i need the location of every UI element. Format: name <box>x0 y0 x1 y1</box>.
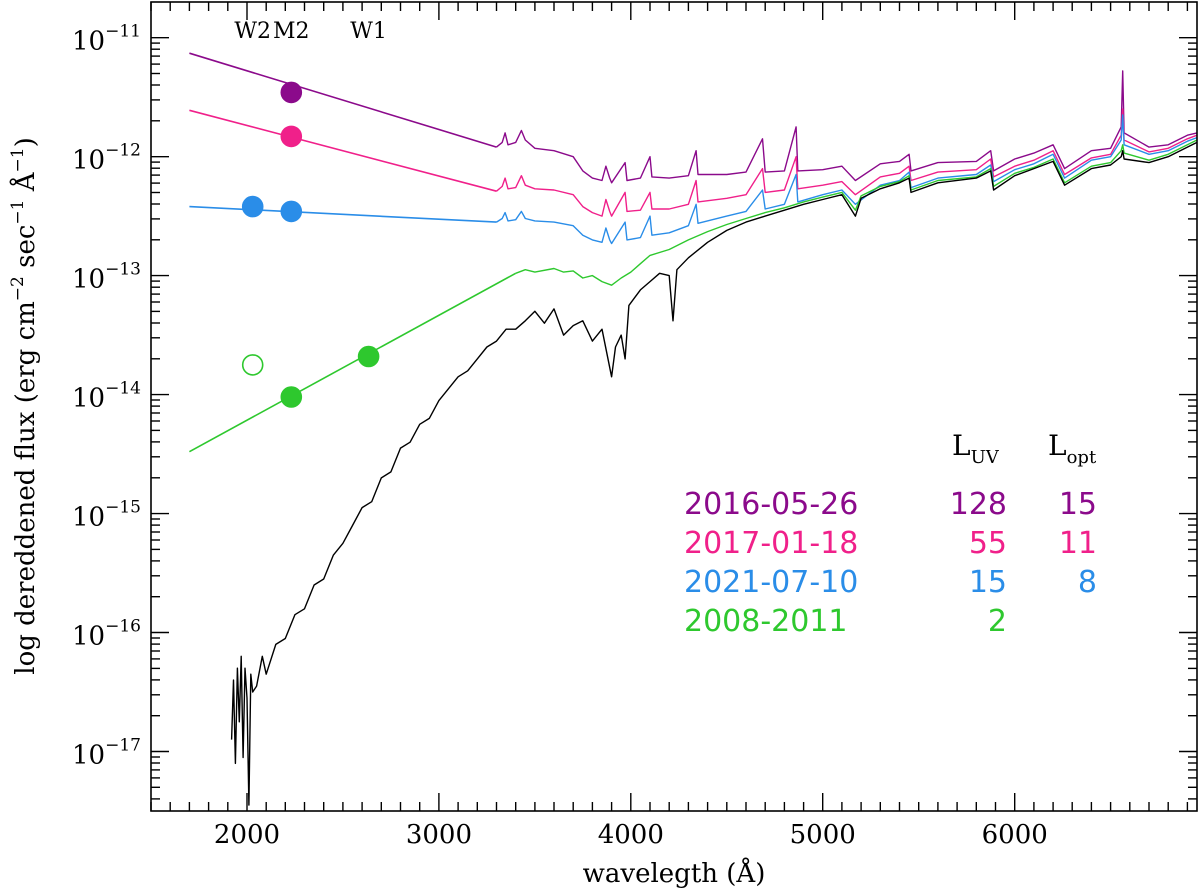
legend-row-2016-luv: 128 <box>950 487 1007 522</box>
y-tick-label-0: 10−11 <box>72 22 141 57</box>
spectrum-line-quiescent <box>230 141 1198 806</box>
legend-row-2017-luv: 55 <box>969 526 1007 561</box>
x-tick-label-2000: 2000 <box>214 820 280 850</box>
marker-layer <box>241 81 380 408</box>
y-axis-title-sec: sec <box>11 225 41 277</box>
legend-row-2021-luv: 15 <box>969 565 1007 600</box>
spectrum-line-2008-2011 <box>515 139 1198 286</box>
spectrum-line-2016-05-26 <box>496 70 1198 184</box>
spectrum-line-2021-07-10 <box>496 114 1198 245</box>
y-axis-title-ang: Å <box>9 171 41 199</box>
y-tick-label-3: 10−14 <box>72 379 141 414</box>
label-layer: 2000 3000 4000 5000 6000 10−11 10−12 10−13 10−14… <box>72 19 1048 850</box>
uv-fit-line-2021-07-10 <box>189 205 497 223</box>
filter-label-w1: W1 <box>350 19 387 44</box>
legend-header-luv: LUV <box>952 429 1000 468</box>
y-axis-title-main: log dereddened flux (erg cm <box>11 301 41 675</box>
filter-label-w2: W2 <box>234 19 271 44</box>
photometry-point-2008-2011-1 <box>280 386 303 408</box>
plot-frame <box>150 1 1198 812</box>
photometry-point-2008-2011-0 <box>241 354 264 376</box>
y-axis-title: log dereddened flux (erg cm−2 sec−1 Å−1) <box>8 137 41 675</box>
y-tick-label-1: 10−12 <box>72 141 141 176</box>
legend-row-2021-label: 2021-07-10 <box>684 565 858 600</box>
uv-fit-line-2017-01-18 <box>189 109 497 192</box>
y-tick-label-4: 10−15 <box>72 498 141 533</box>
photometry-point-2021-07-10-0 <box>241 195 264 218</box>
legend-row-2016-label: 2016-05-26 <box>684 487 858 522</box>
x-tick-label-3000: 3000 <box>406 820 472 850</box>
photometry-point-2017-01-18-0 <box>280 125 303 148</box>
x-axis-title: wavelegth (Å) <box>583 857 766 889</box>
photometry-point-2008-2011-2 <box>357 345 380 368</box>
photometry-point-2021-07-10-1 <box>280 200 303 223</box>
spectrum-line-2017-01-18 <box>496 108 1198 217</box>
legend: LUV Lopt 2016-05-26 128 15 2017-01-18 55… <box>684 429 1097 639</box>
legend-row-2021-lopt: 8 <box>1078 565 1097 600</box>
y-axis-title-cm-exp: −2 <box>8 276 28 301</box>
legend-row-2008-luv: 2 <box>988 604 1007 639</box>
legend-row-2017-lopt: 11 <box>1059 526 1097 561</box>
legend-header-lopt: Lopt <box>1048 429 1097 468</box>
tick-layer <box>150 2 1197 811</box>
series-layer <box>189 52 1198 806</box>
y-tick-label-2: 10−13 <box>72 260 141 295</box>
y-axis-title-sec-exp: −1 <box>8 200 28 225</box>
y-axis-title-ang-exp: −1 <box>8 147 28 172</box>
uv-fit-line-2008-2011 <box>189 272 517 453</box>
y-axis-title-close: ) <box>11 137 41 147</box>
uv-fit-line-2016-05-26 <box>189 52 497 148</box>
y-tick-label-6: 10−17 <box>72 736 141 771</box>
y-tick-label-5: 10−16 <box>72 617 141 652</box>
x-tick-label-5000: 5000 <box>790 820 856 850</box>
filter-label-m2: M2 <box>273 19 310 44</box>
x-tick-label-6000: 6000 <box>982 820 1048 850</box>
legend-row-2017-label: 2017-01-18 <box>684 526 858 561</box>
legend-row-2016-lopt: 15 <box>1059 487 1097 522</box>
photometry-point-2016-05-26-0 <box>280 81 303 104</box>
legend-row-2008-label: 2008-2011 <box>684 604 848 639</box>
x-tick-label-4000: 4000 <box>598 820 664 850</box>
